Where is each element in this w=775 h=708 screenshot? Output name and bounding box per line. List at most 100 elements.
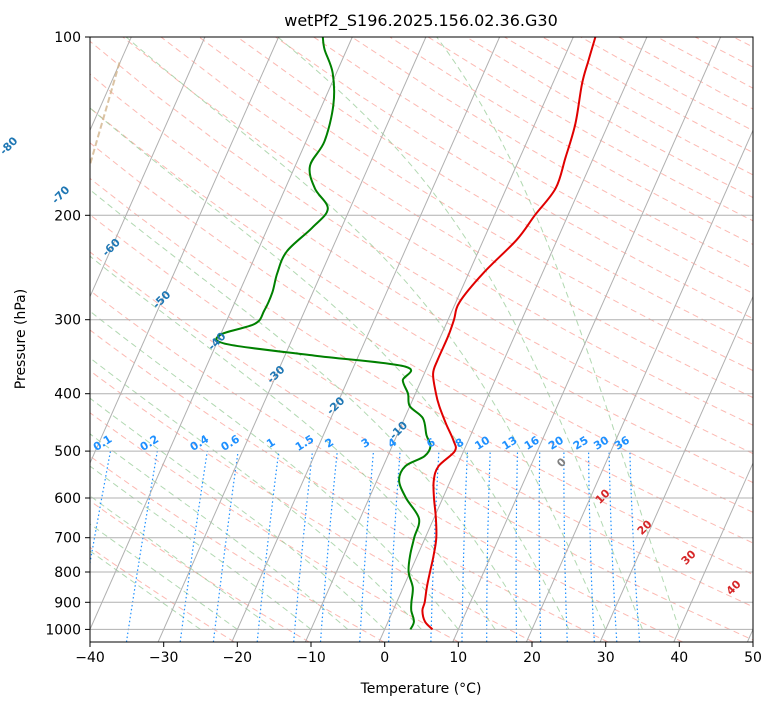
dry-adiabat bbox=[542, 37, 753, 154]
mixing-ratio-line bbox=[90, 450, 112, 567]
x-tick-label: −10 bbox=[296, 650, 326, 666]
dry-adiabat bbox=[90, 142, 753, 544]
dry-adiabat bbox=[90, 214, 753, 608]
isotherm-line bbox=[452, 37, 722, 642]
pseudoadiabat-label: 20 bbox=[635, 517, 655, 537]
y-tick-label: 300 bbox=[54, 313, 81, 329]
mixing-ratio-label: 0.4 bbox=[188, 432, 212, 454]
x-tick-label: 10 bbox=[449, 650, 467, 666]
isotherm-line bbox=[378, 37, 648, 642]
y-tick-label: 200 bbox=[54, 208, 81, 224]
x-tick-label: 50 bbox=[744, 650, 762, 666]
moist-adiabat bbox=[277, 37, 643, 630]
isotherm-line bbox=[304, 37, 574, 642]
y-axis-label: Pressure (hPa) bbox=[13, 289, 29, 389]
dry-adiabat bbox=[122, 37, 753, 426]
dry-adiabat bbox=[275, 37, 753, 320]
mixing-ratio-label: 13 bbox=[500, 434, 520, 453]
mixing-ratio-label: 25 bbox=[571, 434, 591, 453]
mixing-ratio-line bbox=[486, 451, 491, 642]
plot-frame bbox=[89, 36, 754, 643]
x-axis-label: Temperature (°C) bbox=[360, 681, 482, 697]
x-axis-ticks: −40 −30 −20 −10 0 10 20 30 40 50 bbox=[75, 642, 762, 666]
dry-adiabat bbox=[160, 37, 753, 399]
moist-adiabat bbox=[90, 310, 459, 630]
y-tick-label: 1000 bbox=[45, 622, 81, 638]
mixing-ratio-line bbox=[629, 451, 641, 642]
dry-adiabat bbox=[580, 37, 753, 132]
dry-adiabat bbox=[351, 37, 753, 270]
mixing-ratio-label: 6 bbox=[424, 435, 438, 450]
mixing-ratio-line bbox=[515, 451, 519, 642]
x-tick-label: 30 bbox=[597, 650, 615, 666]
isotherm-label: -30 bbox=[264, 363, 287, 386]
dry-adiabat bbox=[313, 37, 753, 294]
moist-adiabat bbox=[90, 255, 496, 630]
isotherm-label: -80 bbox=[0, 134, 21, 157]
x-tick-label: −30 bbox=[149, 650, 179, 666]
moist-adiabat bbox=[90, 107, 570, 630]
x-tick-label: 20 bbox=[523, 650, 541, 666]
dry-adiabat bbox=[90, 500, 310, 642]
moist-adiabat bbox=[90, 550, 201, 630]
y-tick-label: 900 bbox=[54, 595, 81, 611]
isotherm-line bbox=[599, 295, 753, 642]
dry-adiabat bbox=[90, 370, 534, 642]
dewpoint-profile-line bbox=[215, 37, 432, 630]
mixing-ratio-line bbox=[179, 451, 208, 642]
isotherm-label: -50 bbox=[150, 288, 173, 311]
mixing-ratio-line bbox=[293, 451, 314, 642]
dry-adiabat bbox=[656, 37, 753, 89]
x-tick-label: −20 bbox=[223, 650, 253, 666]
moist-adiabats bbox=[90, 37, 680, 630]
moist-adiabat bbox=[90, 357, 422, 630]
y-tick-label: 600 bbox=[54, 491, 81, 507]
isotherm-line bbox=[746, 628, 753, 642]
y-tick-label: 400 bbox=[54, 387, 81, 403]
isotherm-line bbox=[231, 37, 501, 642]
isotherm-label: -60 bbox=[100, 236, 123, 259]
isotherm-line bbox=[157, 37, 427, 642]
mixing-ratio-line bbox=[563, 451, 568, 642]
moist-adiabat bbox=[90, 397, 386, 630]
moist-adiabat bbox=[125, 37, 607, 630]
isotherm-line bbox=[90, 37, 353, 631]
pseudoadiabat-label: 30 bbox=[679, 547, 699, 567]
mixing-ratio-label: 0.6 bbox=[219, 432, 243, 454]
mixing-ratio-label: 10 bbox=[472, 433, 492, 452]
isotherm-line bbox=[673, 461, 753, 642]
isotherm-line bbox=[90, 37, 280, 465]
dry-adiabat bbox=[90, 40, 753, 455]
isobar-gridlines bbox=[90, 37, 753, 630]
dry-adiabat bbox=[90, 329, 609, 642]
profile-lines bbox=[215, 37, 597, 631]
mixing-ratio-label: 36 bbox=[612, 433, 632, 452]
isotherm-line bbox=[525, 129, 753, 642]
dry-adiabat bbox=[90, 455, 385, 642]
moist-adiabat bbox=[436, 37, 680, 630]
x-tick-label: 0 bbox=[380, 650, 389, 666]
dry-adiabat bbox=[694, 37, 753, 68]
mixing-ratio-line bbox=[588, 451, 595, 642]
chart-title: wetPf2_S196.2025.156.02.36.G30 bbox=[284, 11, 558, 31]
dry-adiabat bbox=[90, 412, 459, 642]
pseudoadiabat-label: 0 bbox=[554, 455, 569, 470]
dry-adiabat bbox=[90, 177, 753, 575]
mixing-ratio-label: 3 bbox=[359, 436, 372, 451]
y-tick-label: 500 bbox=[54, 444, 81, 460]
mixing-ratio-label: 30 bbox=[591, 433, 611, 452]
temperature-profile-line bbox=[421, 37, 597, 631]
x-tick-label: −40 bbox=[75, 650, 105, 666]
isotherm-lines bbox=[90, 37, 753, 642]
dry-adiabat bbox=[618, 37, 753, 110]
dry-adiabat bbox=[237, 37, 753, 345]
moist-adiabat bbox=[90, 433, 349, 630]
y-tick-label: 800 bbox=[54, 565, 81, 581]
dry-adiabat bbox=[427, 37, 753, 222]
dry-adiabat bbox=[772, 37, 775, 642]
dry-adiabat bbox=[90, 107, 753, 513]
isotherm-label: -20 bbox=[324, 394, 347, 417]
mixing-ratio-line bbox=[212, 451, 239, 642]
mixing-ratio-label: 16 bbox=[522, 433, 542, 452]
